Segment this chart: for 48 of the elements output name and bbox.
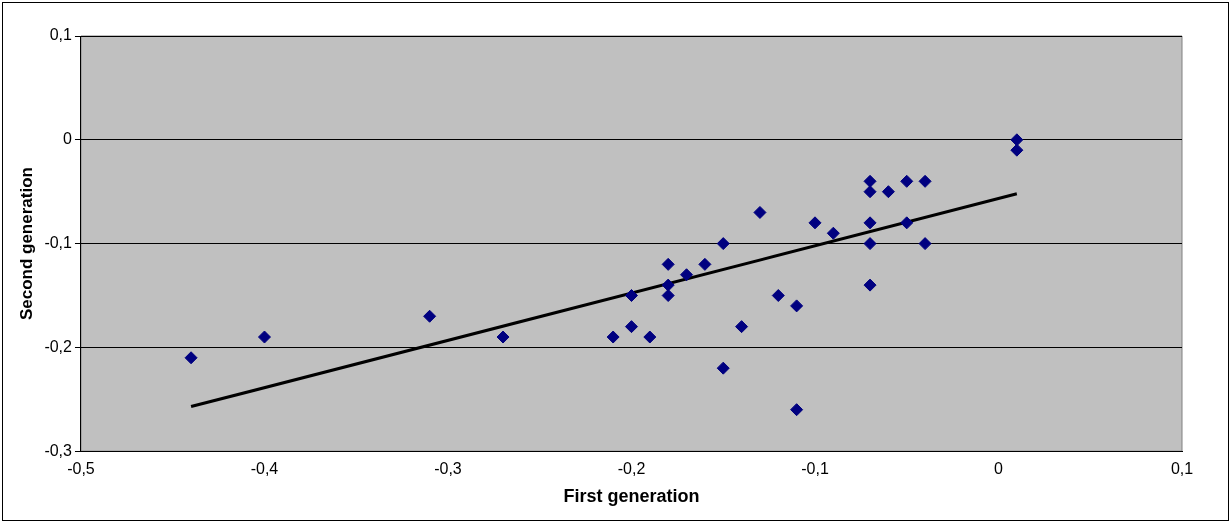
point (184, 351, 198, 365)
point (863, 216, 877, 230)
y-tick-label: -0,3 (44, 441, 73, 459)
point (624, 289, 638, 302)
point (1010, 143, 1024, 157)
point (863, 174, 877, 188)
x-axis-title: First generation (563, 486, 700, 507)
point (661, 257, 675, 271)
x-tick-label: -0,2 (617, 460, 646, 478)
point (716, 361, 730, 375)
point (716, 237, 730, 251)
point (826, 226, 840, 240)
point (900, 174, 914, 188)
point (900, 216, 914, 230)
point (423, 309, 437, 323)
point (863, 278, 877, 292)
y-tick-label: -0,1 (44, 234, 73, 252)
y-tick-label: 0,1 (49, 26, 73, 44)
x-tick-label: -0,5 (67, 460, 95, 478)
point (698, 257, 712, 271)
point (863, 185, 877, 199)
point (863, 237, 877, 251)
point (771, 289, 785, 302)
point (735, 320, 749, 334)
x-tick-label: -0,4 (250, 460, 279, 478)
x-tick-label: 0 (994, 460, 1004, 478)
x-tick-label: -0,1 (801, 460, 829, 478)
y-tick-label: 0 (63, 130, 73, 148)
y-tick-label: -0,2 (44, 337, 73, 355)
point (643, 330, 657, 344)
point (606, 330, 620, 344)
point (918, 174, 932, 188)
y-axis-title: Second generation (16, 167, 36, 321)
point (661, 278, 675, 292)
x-tick-label: -0,3 (434, 460, 462, 478)
point (661, 289, 675, 302)
point (753, 205, 767, 219)
point (881, 185, 895, 199)
point (808, 216, 822, 230)
point (496, 330, 510, 344)
point (790, 403, 804, 417)
point (790, 299, 804, 313)
point (257, 330, 271, 344)
point (918, 237, 932, 251)
point (1010, 133, 1024, 147)
x-tick-label: 0,1 (1170, 460, 1194, 478)
point (624, 320, 638, 334)
point (680, 268, 694, 282)
